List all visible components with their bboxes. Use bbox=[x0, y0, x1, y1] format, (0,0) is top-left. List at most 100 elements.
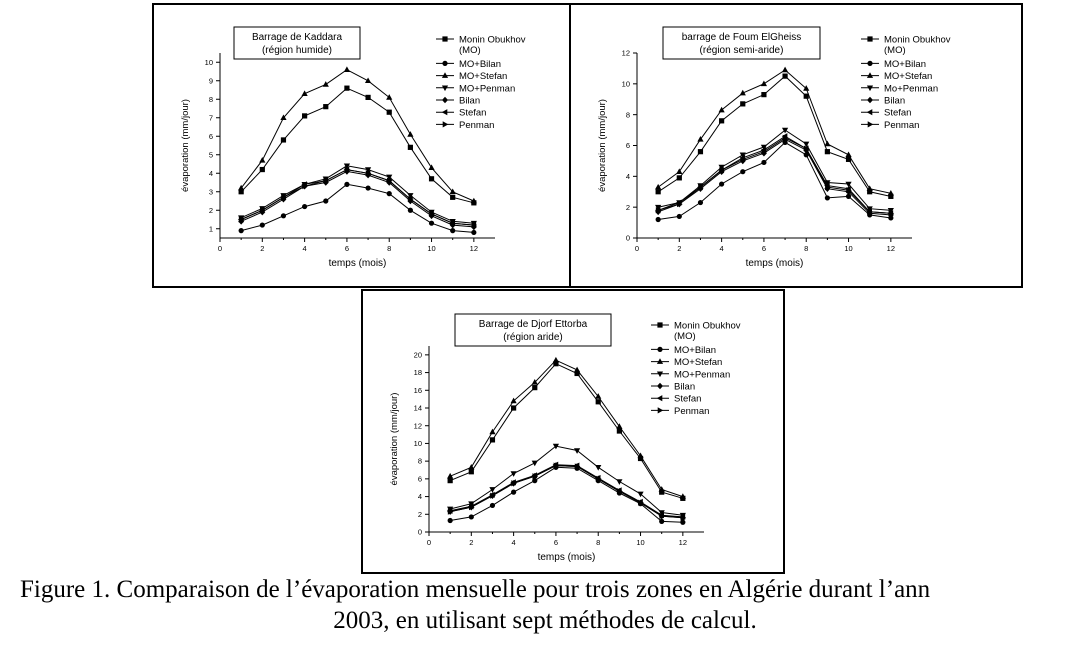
legend-marker bbox=[656, 371, 664, 378]
y-tick-label: 3 bbox=[209, 187, 213, 196]
legend-label: MO+Stefan bbox=[674, 357, 722, 368]
data-point bbox=[302, 113, 308, 119]
data-point bbox=[531, 460, 538, 467]
data-point bbox=[740, 156, 747, 163]
data-point bbox=[302, 183, 308, 190]
series-line-1 bbox=[450, 466, 683, 523]
data-point bbox=[659, 512, 665, 520]
legend-label-continued: (MO) bbox=[884, 45, 906, 56]
y-tick-label: 2 bbox=[209, 206, 213, 215]
data-point bbox=[676, 168, 683, 175]
x-tick-label: 0 bbox=[427, 538, 431, 547]
chart-title: barrage de Foum ElGheiss bbox=[682, 32, 802, 43]
data-point bbox=[574, 463, 581, 470]
data-point bbox=[489, 502, 496, 509]
x-tick-label: 4 bbox=[303, 244, 307, 253]
data-point bbox=[259, 222, 265, 228]
data-point bbox=[697, 199, 704, 206]
data-point bbox=[680, 519, 686, 525]
data-point bbox=[553, 361, 559, 367]
y-tick-label: 18 bbox=[414, 368, 422, 377]
y-tick-label: 8 bbox=[418, 457, 422, 466]
data-point bbox=[471, 221, 478, 229]
data-point bbox=[489, 487, 496, 493]
data-point bbox=[595, 465, 602, 471]
data-point bbox=[280, 213, 287, 219]
data-point bbox=[429, 210, 435, 218]
data-point bbox=[259, 157, 266, 163]
y-axis-label: évaporation (mm/jour) bbox=[389, 393, 400, 486]
data-point bbox=[781, 66, 789, 73]
series-line-5 bbox=[450, 464, 683, 518]
x-axis-label: temps (mois) bbox=[538, 552, 596, 563]
y-tick-label: 4 bbox=[209, 169, 213, 178]
data-point bbox=[450, 220, 456, 227]
series-line-0 bbox=[657, 75, 891, 197]
series-line-4 bbox=[241, 170, 474, 228]
legend-label-continued: (MO) bbox=[459, 45, 481, 56]
data-point bbox=[407, 193, 414, 199]
legend-marker bbox=[442, 96, 448, 104]
data-point bbox=[468, 514, 474, 520]
y-tick-label: 6 bbox=[418, 474, 422, 483]
y-tick-label: 10 bbox=[414, 439, 422, 448]
data-point bbox=[510, 471, 517, 477]
data-point bbox=[511, 405, 517, 411]
data-point bbox=[428, 176, 435, 182]
data-point bbox=[595, 475, 602, 482]
legend-marker bbox=[657, 407, 664, 414]
x-tick-label: 4 bbox=[720, 244, 724, 253]
data-point bbox=[365, 94, 371, 100]
data-point bbox=[238, 228, 244, 234]
x-tick-label: 6 bbox=[345, 244, 349, 253]
data-point bbox=[595, 393, 602, 399]
data-point bbox=[386, 177, 393, 184]
data-point bbox=[845, 181, 852, 188]
data-point bbox=[386, 109, 392, 115]
series-line-3 bbox=[658, 129, 891, 211]
chart-subtitle: (région aride) bbox=[503, 332, 562, 343]
data-point bbox=[824, 140, 831, 147]
data-point bbox=[386, 174, 393, 181]
chart-subtitle: (région semi-aride) bbox=[700, 45, 784, 56]
legend-label: Penman bbox=[884, 120, 919, 131]
series-line-2 bbox=[657, 69, 891, 194]
data-point bbox=[470, 197, 477, 204]
legend-label: Stefan bbox=[459, 108, 486, 119]
y-tick-label: 8 bbox=[209, 95, 213, 104]
data-point bbox=[655, 216, 661, 223]
data-point bbox=[450, 194, 456, 200]
series-line-5 bbox=[658, 135, 891, 214]
data-point bbox=[659, 489, 665, 495]
y-tick-label: 20 bbox=[414, 350, 422, 359]
y-tick-label: 5 bbox=[209, 150, 213, 159]
data-point bbox=[676, 175, 682, 181]
y-tick-label: 4 bbox=[626, 172, 630, 181]
data-point bbox=[447, 517, 453, 524]
data-point bbox=[760, 144, 768, 151]
data-point bbox=[238, 216, 245, 223]
data-point bbox=[447, 478, 453, 484]
data-point bbox=[301, 90, 308, 96]
data-point bbox=[761, 92, 767, 98]
x-tick-label: 2 bbox=[677, 244, 681, 253]
data-point bbox=[761, 148, 768, 155]
legend-marker bbox=[866, 72, 874, 78]
data-point bbox=[866, 206, 873, 213]
series-line-2 bbox=[450, 359, 683, 498]
data-point bbox=[595, 399, 601, 405]
chart-djorf-ettorba: 0 2 4 6 8 10 12 0 2 4 6 8 10 12 14 16 18 20 temps (mois) év… bbox=[389, 313, 741, 563]
x-axis-label: temps (mois) bbox=[329, 258, 387, 269]
data-point bbox=[803, 141, 810, 148]
data-point bbox=[719, 118, 725, 124]
legend-label: Bilan bbox=[674, 382, 695, 393]
series-line-0 bbox=[450, 363, 683, 499]
chart-subtitle: (région humide) bbox=[262, 45, 332, 56]
x-tick-label: 6 bbox=[762, 244, 766, 253]
x-tick-label: 10 bbox=[844, 244, 852, 253]
data-point bbox=[845, 156, 852, 162]
data-point bbox=[718, 106, 725, 113]
data-point bbox=[323, 104, 329, 110]
data-point bbox=[739, 89, 746, 96]
